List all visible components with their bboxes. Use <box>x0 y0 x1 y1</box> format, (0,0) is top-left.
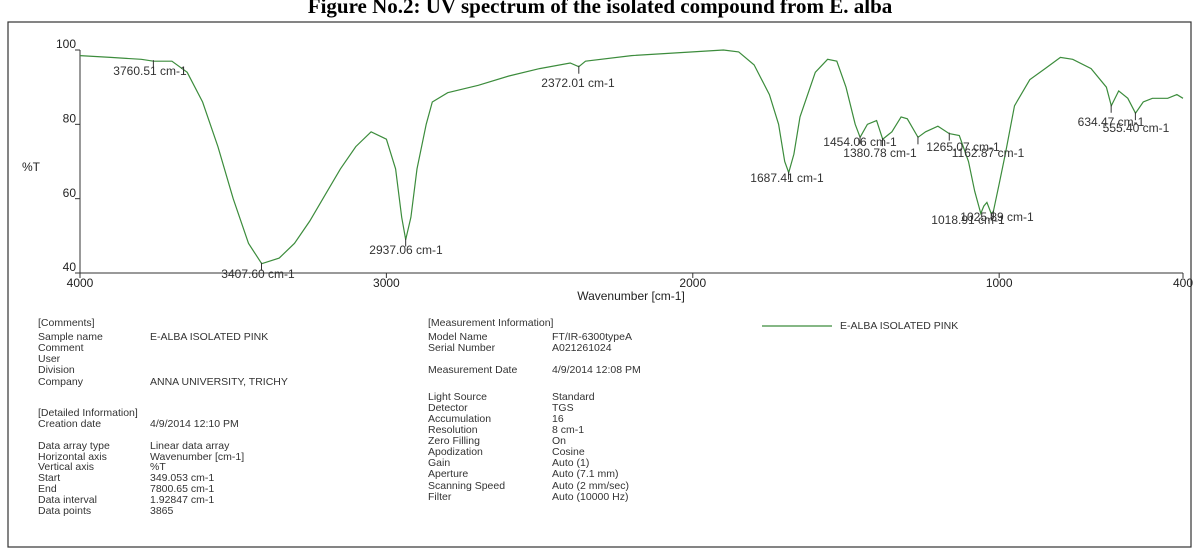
detail-key: Start <box>38 472 60 484</box>
detail-key: Comment <box>38 342 84 354</box>
detail-key: Sample name <box>38 331 103 343</box>
peak-label: 1265.07 cm-1 <box>926 140 1000 154</box>
detail-key: End <box>38 483 57 495</box>
detail-key: Vertical axis <box>38 461 94 473</box>
detail-value: E-ALBA ISOLATED PINK <box>150 331 268 343</box>
detail-key: User <box>38 353 61 365</box>
peak-label: 1454.06 cm-1 <box>823 135 897 149</box>
detail-value: 7800.65 cm-1 <box>150 483 214 495</box>
detail-value: 4/9/2014 12:08 PM <box>552 364 641 376</box>
peak-label: 1380.78 cm-1 <box>843 146 917 160</box>
peak-label: 3760.51 cm-1 <box>113 64 187 78</box>
detail-key: Resolution <box>428 424 478 436</box>
x-tick-label: 3000 <box>373 276 400 290</box>
peak-label: 3407.60 cm-1 <box>221 267 295 281</box>
detail-value: Auto (1) <box>552 457 589 469</box>
detail-value: Cosine <box>552 446 585 458</box>
detail-value: Auto (7.1 mm) <box>552 468 619 480</box>
detail-key: Aperture <box>428 468 468 480</box>
detail-key: Model Name <box>428 331 488 343</box>
y-axis-label: %T <box>22 160 41 174</box>
detail-value: Auto (10000 Hz) <box>552 491 628 503</box>
detail-value: 3865 <box>150 505 174 517</box>
peak-label: 2372.01 cm-1 <box>541 76 615 90</box>
detail-value: Auto (2 mm/sec) <box>552 480 629 492</box>
x-tick-label: 1000 <box>986 276 1013 290</box>
spectrum-line <box>79 49 1184 265</box>
legend-label: E-ALBA ISOLATED PINK <box>840 320 958 332</box>
detail-value: 4/9/2014 12:10 PM <box>150 418 239 430</box>
peak-label: 2937.06 cm-1 <box>369 243 443 257</box>
peak-label: 1162.87 cm-1 <box>952 146 1025 160</box>
y-tick-label: 60 <box>63 186 77 200</box>
x-axis-label: Wavenumber [cm-1] <box>577 289 685 303</box>
detail-value: Wavenumber [cm-1] <box>150 451 244 463</box>
detail-key: Data array type <box>38 440 110 452</box>
detail-key: Light Source <box>428 391 487 403</box>
detail-value: ANNA UNIVERSITY, TRICHY <box>150 376 288 388</box>
detail-value: Linear data array <box>150 440 230 452</box>
detail-value: 1.92847 cm-1 <box>150 494 214 506</box>
detail-key: [Measurement Information] <box>428 317 554 329</box>
peak-label: 555.40 cm-1 <box>1103 121 1170 135</box>
detail-key: Division <box>38 364 75 376</box>
x-tick-label: 400 <box>1173 276 1193 290</box>
detail-key: Filter <box>428 491 452 503</box>
x-tick-label: 2000 <box>679 276 706 290</box>
detail-key: Zero Filling <box>428 435 480 447</box>
detail-value: Standard <box>552 391 595 403</box>
detail-value: %T <box>150 461 166 473</box>
peak-label: 1018.91 cm-1 <box>931 213 1005 227</box>
detail-key: Company <box>38 376 84 388</box>
figure-title: Figure No.2: UV spectrum of the isolated… <box>308 0 893 18</box>
y-tick-label: 80 <box>63 112 77 126</box>
detail-value: TGS <box>552 402 574 414</box>
detail-key: Data interval <box>38 494 97 506</box>
peak-label: 1687.41 cm-1 <box>750 171 824 185</box>
detail-value: FT/IR-6300typeA <box>552 331 632 343</box>
detail-key: [Detailed Information] <box>38 407 138 419</box>
detail-value: 8 cm-1 <box>552 424 584 436</box>
detail-value: 349.053 cm-1 <box>150 472 214 484</box>
detail-key: Creation date <box>38 418 101 430</box>
detail-key: Measurement Date <box>428 364 517 376</box>
peak-label: 634.47 cm-1 <box>1078 115 1145 129</box>
detail-key: [Comments] <box>38 317 95 329</box>
y-tick-label: 40 <box>63 260 77 274</box>
detail-key: Serial Number <box>428 342 496 354</box>
frame <box>7 21 1192 548</box>
detail-key: Apodization <box>428 446 483 458</box>
detail-key: Scanning Speed <box>428 480 505 492</box>
detail-value: A021261024 <box>552 342 612 354</box>
detail-key: Gain <box>428 457 450 469</box>
peak-label: 1025.89 cm-1 <box>960 210 1034 224</box>
detail-key: Horizontal axis <box>38 451 107 463</box>
detail-key: Data points <box>38 505 91 517</box>
detail-value: On <box>552 435 566 447</box>
detail-key: Accumulation <box>428 413 491 425</box>
detail-key: Detector <box>428 402 468 414</box>
y-tick-label: 100 <box>56 37 76 51</box>
detail-value: 16 <box>552 413 564 425</box>
x-tick-label: 4000 <box>67 276 94 290</box>
